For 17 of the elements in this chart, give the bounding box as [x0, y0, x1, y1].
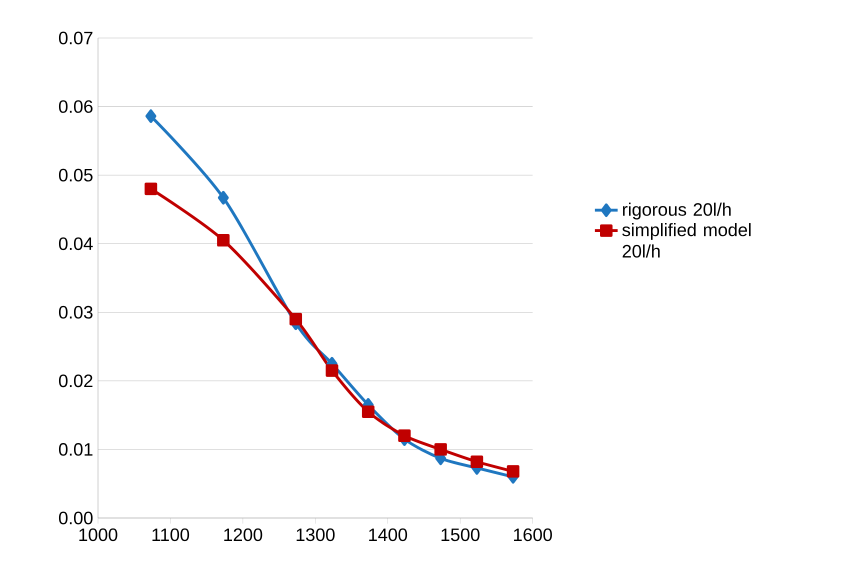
y-tick-label: 0.02: [58, 374, 92, 388]
x-tick-label: 1400: [369, 528, 408, 542]
legend-label: rigorous 20l/h: [622, 202, 731, 220]
x-tick-label: 1200: [224, 528, 262, 542]
y-tick-label: 0.04: [58, 237, 93, 250]
y-tick-label: 0.03: [58, 306, 93, 319]
x-tick-label: 1100: [152, 528, 190, 542]
y-tick-label: 0.07: [58, 32, 92, 44]
y-tick-label: 0.06: [58, 100, 93, 113]
x-tick-label: 1600: [514, 528, 552, 542]
x-tick-label: 1000: [79, 528, 118, 542]
x-tick-label: 1500: [442, 528, 480, 542]
y-tick-label: 0.01: [58, 443, 92, 456]
legend-label: simplified model 20l/h: [622, 223, 751, 258]
y-tick-label: 0.05: [58, 168, 93, 182]
x-tick-label: 1300: [296, 528, 335, 542]
y-tick-label: 0.00: [58, 512, 93, 524]
